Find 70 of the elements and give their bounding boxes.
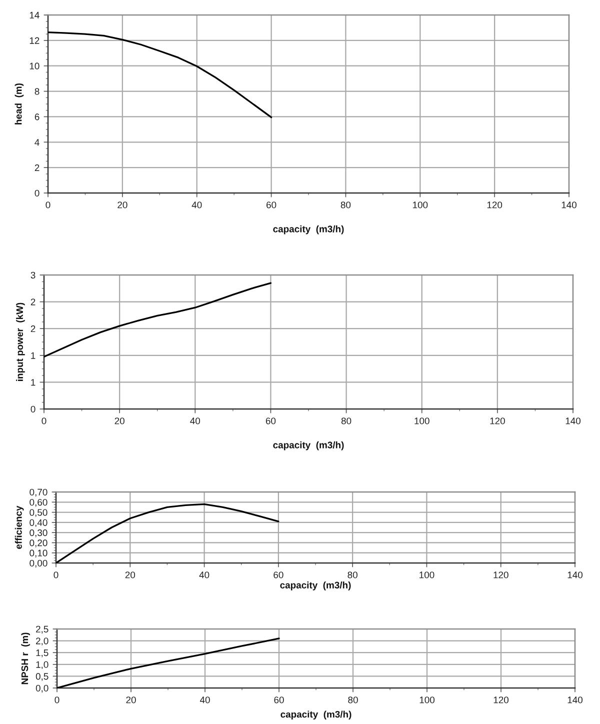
x-tick-label: 80: [348, 696, 358, 704]
y-tick-label: 0,20: [30, 540, 48, 548]
x-tick-label: 20: [125, 572, 136, 578]
x-tick-label: 80: [348, 572, 358, 578]
y-tick-label: 2,5: [36, 626, 48, 634]
y-tick-label: 0,60: [30, 498, 48, 507]
y-tick-label: 8: [34, 88, 40, 95]
x-tick-label: 120: [494, 696, 509, 704]
x-tick-label: 100: [420, 572, 434, 578]
y-tick-label: 0,10: [30, 550, 48, 558]
y-tick-label: 0,70: [30, 488, 48, 497]
x-tick-label: 40: [199, 572, 210, 578]
x-tick-label: 20: [126, 696, 136, 704]
y-tick-label: 0,00: [30, 560, 48, 568]
x-axis-title: capacity (m3/h): [280, 582, 351, 590]
y-tick-label: 1,0: [36, 661, 48, 670]
y-tick-label: 1,5: [36, 650, 48, 658]
y-tick-label: 12: [30, 37, 40, 44]
line-series: [48, 31, 272, 118]
x-tick-label: 80: [340, 202, 351, 208]
x-tick-label: 60: [266, 202, 276, 208]
y-tick-label: 3: [30, 272, 36, 279]
y-tick-label: 0,0: [36, 684, 48, 693]
y-tick-label: 0,50: [30, 509, 48, 517]
x-tick-label: 120: [494, 572, 508, 578]
x-tick-label: 0: [54, 572, 58, 578]
y-tick-label: 2: [30, 298, 36, 306]
y-tick-label: 6: [34, 114, 40, 120]
y-tick-label: 0,30: [30, 529, 48, 538]
y-tick-label: 0,40: [30, 519, 48, 528]
x-axis-title: capacity (m3/h): [273, 441, 344, 450]
line-series: [57, 638, 280, 688]
y-axis-title: head (m): [14, 83, 24, 124]
x-tick-label: 60: [266, 418, 276, 424]
x-tick-label: 100: [420, 696, 435, 704]
x-tick-label: 100: [412, 202, 428, 208]
x-tick-label: 20: [114, 418, 124, 424]
x-tick-label: 120: [487, 202, 502, 208]
x-axis-title: capacity (m3/h): [273, 225, 344, 234]
x-tick-label: 40: [200, 696, 210, 704]
y-tick-label: 4: [34, 139, 40, 146]
y-tick-label: 0: [34, 190, 40, 197]
x-tick-label: 140: [566, 418, 581, 424]
y-tick-label: 2: [34, 164, 40, 171]
line-series: [56, 503, 280, 563]
x-tick-label: 40: [192, 202, 202, 208]
y-tick-label: 1: [31, 379, 36, 386]
y-axis-title: efficiency: [14, 506, 24, 549]
x-tick-label: 120: [490, 418, 505, 424]
line-series: [44, 282, 272, 358]
y-tick-label: 0,5: [36, 673, 48, 681]
x-tick-label: 0: [54, 696, 60, 704]
x-tick-label: 140: [562, 202, 577, 208]
y-tick-label: 2,0: [36, 638, 48, 646]
x-tick-label: 140: [568, 572, 583, 578]
x-tick-label: 100: [414, 418, 430, 424]
x-tick-label: 40: [190, 418, 200, 424]
y-tick-label: 10: [30, 62, 40, 70]
x-tick-label: 60: [274, 572, 284, 578]
x-axis-title: capacity (m3/h): [280, 710, 352, 720]
x-tick-label: 20: [118, 202, 128, 208]
y-tick-label: 1: [31, 352, 36, 359]
x-tick-label: 60: [274, 696, 284, 704]
x-tick-label: 80: [341, 418, 352, 424]
y-tick-label: 2: [30, 325, 36, 332]
y-tick-label: 0: [30, 406, 36, 413]
y-tick-label: 14: [30, 12, 40, 18]
x-tick-label: 140: [568, 696, 583, 704]
y-axis-title: input power (kW): [16, 302, 25, 381]
y-axis-title: NPSH r (m): [21, 632, 30, 684]
